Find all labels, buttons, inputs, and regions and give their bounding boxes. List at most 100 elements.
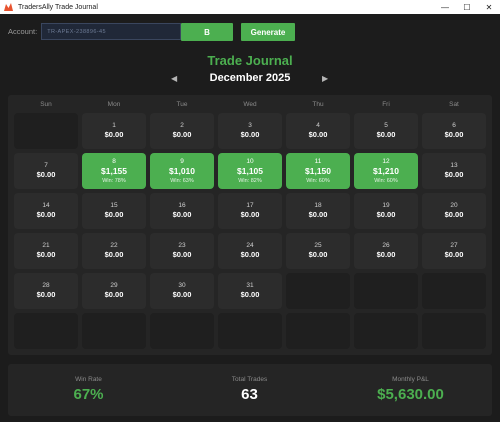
b-button[interactable]: B bbox=[181, 23, 233, 41]
day-number: 31 bbox=[246, 282, 254, 289]
account-label: Account: bbox=[8, 27, 38, 36]
calendar-day-cell[interactable]: 27 $0.00 bbox=[422, 233, 486, 269]
calendar-day-cell[interactable]: 26 $0.00 bbox=[354, 233, 418, 269]
calendar-day-cell[interactable]: 8 $1,155 Win: 78% bbox=[82, 153, 146, 189]
day-number: 23 bbox=[178, 242, 186, 249]
app-logo-icon bbox=[4, 3, 13, 12]
day-number: 26 bbox=[382, 242, 390, 249]
calendar-cell-empty bbox=[286, 313, 350, 349]
day-pnl: $0.00 bbox=[376, 250, 396, 259]
day-win-rate: Win: 82% bbox=[238, 177, 262, 184]
calendar-cell-empty bbox=[422, 273, 486, 309]
win-rate-value: 67% bbox=[73, 386, 104, 403]
calendar-day-cell[interactable]: 20 $0.00 bbox=[422, 193, 486, 229]
day-number: 1 bbox=[112, 122, 116, 129]
calendar-day-cell[interactable]: 9 $1,010 Win: 63% bbox=[150, 153, 214, 189]
calendar-day-cell[interactable]: 6 $0.00 bbox=[422, 113, 486, 149]
weekday-header: Fri bbox=[382, 101, 390, 108]
calendar-day-cell[interactable]: 2 $0.00 bbox=[150, 113, 214, 149]
day-number: 18 bbox=[314, 202, 322, 209]
day-pnl: $1,010 bbox=[169, 165, 195, 176]
day-number: 17 bbox=[246, 202, 254, 209]
day-pnl: $0.00 bbox=[308, 210, 328, 219]
day-number: 20 bbox=[450, 202, 458, 209]
calendar-day-cell[interactable]: 14 $0.00 bbox=[14, 193, 78, 229]
calendar-day-cell[interactable]: 5 $0.00 bbox=[354, 113, 418, 149]
calendar-day-cell[interactable]: 4 $0.00 bbox=[286, 113, 350, 149]
calendar-cell-empty bbox=[286, 273, 350, 309]
day-number: 22 bbox=[110, 242, 118, 249]
day-pnl: $0.00 bbox=[36, 210, 56, 219]
day-number: 13 bbox=[450, 162, 458, 169]
day-number: 12 bbox=[382, 157, 390, 165]
day-pnl: $0.00 bbox=[308, 250, 328, 259]
monthly-pnl-label: Monthly P&L bbox=[392, 376, 429, 383]
calendar-day-cell[interactable]: 3 $0.00 bbox=[218, 113, 282, 149]
day-win-rate: Win: 63% bbox=[170, 177, 194, 184]
day-pnl: $0.00 bbox=[444, 210, 464, 219]
calendar-day-cell[interactable]: 25 $0.00 bbox=[286, 233, 350, 269]
day-number: 4 bbox=[316, 122, 320, 129]
stats-panel: Win Rate 67% Total Trades 63 Monthly P&L… bbox=[8, 364, 492, 416]
day-win-rate: Win: 60% bbox=[306, 177, 330, 184]
weekday-header: Mon bbox=[107, 101, 121, 108]
account-row: Account: TR-APEX-238896-45 bbox=[8, 23, 182, 40]
monthly-pnl-stat: Monthly P&L $5,630.00 bbox=[330, 364, 491, 416]
calendar-day-cell[interactable]: 10 $1,105 Win: 82% bbox=[218, 153, 282, 189]
calendar-day-cell[interactable]: 24 $0.00 bbox=[218, 233, 282, 269]
day-pnl: $0.00 bbox=[240, 290, 260, 299]
day-number: 15 bbox=[110, 202, 118, 209]
day-number: 25 bbox=[314, 242, 322, 249]
weekday-header: Wed bbox=[243, 101, 257, 108]
calendar-day-cell[interactable]: 7 $0.00 bbox=[14, 153, 78, 189]
calendar-day-cell[interactable]: 18 $0.00 bbox=[286, 193, 350, 229]
calendar-day-cell[interactable]: 22 $0.00 bbox=[82, 233, 146, 269]
day-pnl: $0.00 bbox=[308, 130, 328, 139]
calendar-day-cell[interactable]: 29 $0.00 bbox=[82, 273, 146, 309]
calendar-day-cell[interactable]: 11 $1,150 Win: 60% bbox=[286, 153, 350, 189]
calendar-day-cell[interactable]: 13 $0.00 bbox=[422, 153, 486, 189]
month-label: December 2025 bbox=[209, 72, 291, 84]
calendar-day-cell[interactable]: 21 $0.00 bbox=[14, 233, 78, 269]
calendar-day-cell[interactable]: 12 $1,210 Win: 60% bbox=[354, 153, 418, 189]
minimize-icon[interactable]: — bbox=[441, 2, 449, 12]
day-number: 29 bbox=[110, 282, 118, 289]
calendar-day-cell[interactable]: 17 $0.00 bbox=[218, 193, 282, 229]
total-trades-stat: Total Trades 63 bbox=[169, 364, 330, 416]
calendar-day-cell[interactable]: 15 $0.00 bbox=[82, 193, 146, 229]
day-number: 21 bbox=[42, 242, 50, 249]
prev-month-icon[interactable]: ◀ bbox=[171, 74, 178, 83]
calendar-cell-empty bbox=[422, 313, 486, 349]
day-pnl: $0.00 bbox=[444, 130, 464, 139]
calendar-cell-empty bbox=[82, 313, 146, 349]
calendar-day-cell[interactable]: 23 $0.00 bbox=[150, 233, 214, 269]
account-select[interactable]: TR-APEX-238896-45 bbox=[41, 23, 182, 40]
win-rate-label: Win Rate bbox=[75, 376, 102, 383]
weekday-header: Thu bbox=[312, 101, 324, 108]
generate-button[interactable]: Generate bbox=[241, 23, 295, 41]
calendar-cell-empty bbox=[354, 273, 418, 309]
month-nav: ◀ December 2025 ▶ bbox=[0, 72, 500, 88]
day-pnl: $0.00 bbox=[172, 130, 192, 139]
day-pnl: $0.00 bbox=[172, 290, 192, 299]
day-number: 5 bbox=[384, 122, 388, 129]
day-number: 9 bbox=[180, 157, 184, 165]
maximize-icon[interactable]: ☐ bbox=[463, 2, 471, 12]
calendar-day-cell[interactable]: 19 $0.00 bbox=[354, 193, 418, 229]
weekday-header: Sun bbox=[40, 101, 52, 108]
calendar-day-cell[interactable]: 28 $0.00 bbox=[14, 273, 78, 309]
next-month-icon[interactable]: ▶ bbox=[322, 74, 329, 83]
total-trades-label: Total Trades bbox=[231, 376, 268, 383]
calendar-day-cell[interactable]: 31 $0.00 bbox=[218, 273, 282, 309]
close-icon[interactable]: ✕ bbox=[485, 2, 493, 12]
calendar-day-cell[interactable]: 30 $0.00 bbox=[150, 273, 214, 309]
calendar-day-cell[interactable]: 1 $0.00 bbox=[82, 113, 146, 149]
weekday-header: Sat bbox=[449, 101, 459, 108]
day-pnl: $0.00 bbox=[172, 210, 192, 219]
calendar-cell-empty bbox=[14, 113, 78, 149]
day-number: 2 bbox=[180, 122, 184, 129]
day-pnl: $0.00 bbox=[376, 210, 396, 219]
calendar-day-cell[interactable]: 16 $0.00 bbox=[150, 193, 214, 229]
day-pnl: $0.00 bbox=[104, 250, 124, 259]
